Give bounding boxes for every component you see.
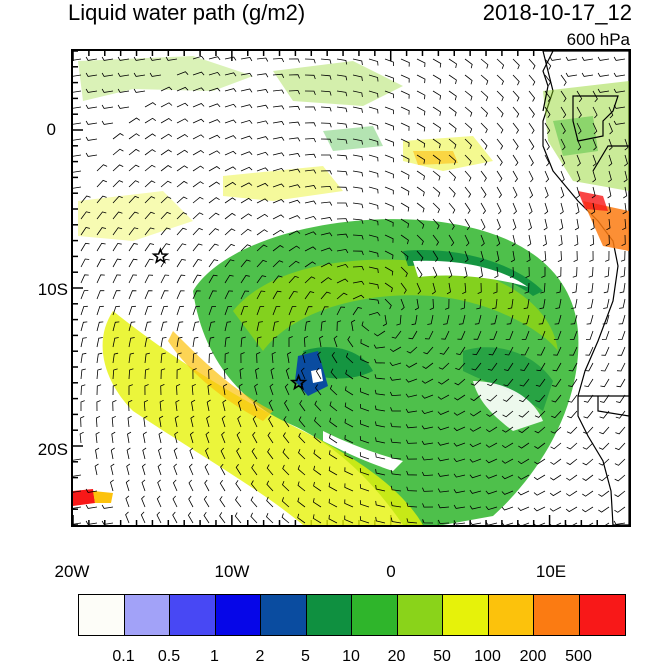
cloud-field-north: [78, 56, 493, 241]
map-canvas: [73, 51, 629, 525]
lon-tick-label: 10W: [214, 562, 250, 581]
colorbar-swatch: [579, 595, 625, 635]
lat-tick-label: 20S: [37, 440, 68, 459]
lat-tick-label: 10S: [37, 280, 68, 299]
colorbar-label: 5: [301, 648, 310, 665]
colorbar-swatch: [306, 595, 352, 635]
colorbar: [78, 594, 626, 636]
colorbar-label: 10: [342, 648, 360, 665]
pressure-level-label: 600 hPa: [566, 30, 630, 49]
colorbar-swatch: [534, 595, 580, 635]
lon-tick-label: 10E: [535, 562, 567, 581]
colorbar-swatch: [261, 595, 307, 635]
colorbar-swatch: [352, 595, 398, 635]
colorbar-swatch: [443, 595, 489, 635]
colorbar-label: 2: [255, 648, 265, 665]
colorbar-swatch: [124, 595, 170, 635]
star-marker-icon: [289, 373, 308, 391]
cloud-swirl: [73, 219, 579, 525]
colorbar-label: 200: [519, 648, 547, 665]
colorbar-swatch: [79, 595, 125, 635]
colorbar-swatch: [215, 595, 261, 635]
lon-tick-label: 20W: [54, 562, 90, 581]
colorbar-label: 1: [210, 648, 219, 665]
colorbar-swatch: [488, 595, 534, 635]
datetime-label: 2018-10-17_12: [482, 0, 632, 25]
colorbar-label: 0.5: [157, 648, 181, 665]
colorbar-label: 0.1: [112, 648, 135, 665]
lat-tick-label: 0: [46, 120, 56, 139]
colorbar-label: 100: [474, 648, 501, 665]
map-panel: [71, 49, 631, 527]
star-marker-icon: [151, 247, 170, 264]
lon-tick-label: 0: [386, 562, 396, 581]
wind-barbs: [73, 55, 629, 525]
map-title: Liquid water path (g/m2): [68, 0, 306, 25]
colorbar-label: 20: [387, 648, 406, 665]
location-markers: [151, 247, 308, 391]
colorbar-swatch: [397, 595, 443, 635]
colorbar-swatch: [170, 595, 216, 635]
colorbar-label: 500: [565, 648, 592, 665]
colorbar-label: 50: [433, 648, 451, 665]
